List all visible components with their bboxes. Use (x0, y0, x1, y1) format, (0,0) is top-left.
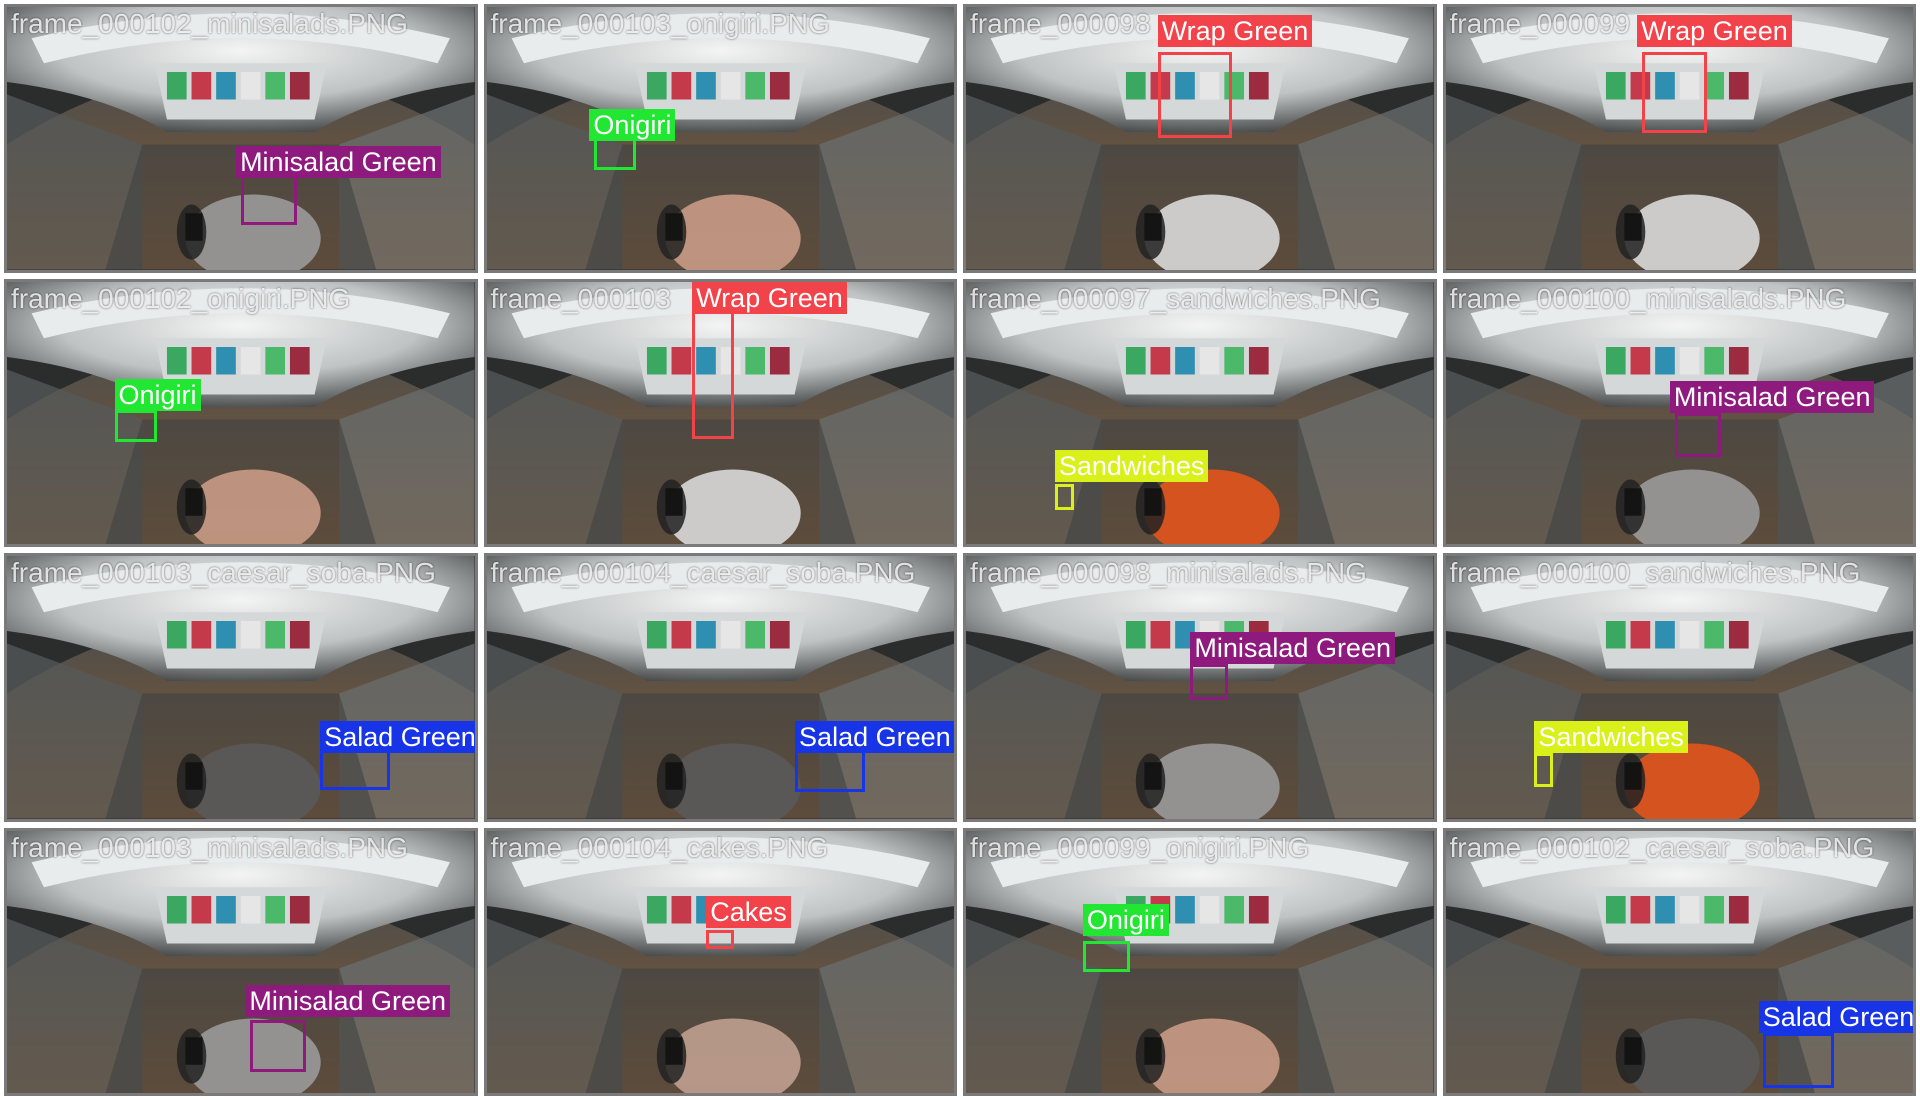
frame-filename: frame_000103 (490, 282, 672, 314)
detection-label-sandwiches: Sandwiches (1534, 721, 1688, 754)
image-tile-2: frame_000103_onigiri.PNG Onigiri (483, 4, 957, 273)
detection-label-salad-green: Salad Green (1758, 1001, 1914, 1034)
image-tile-16: frame_000102_caesar_soba.PNG Salad Green (1442, 827, 1916, 1096)
image-tile-14: frame_000104_cakes.PNG Cakes (483, 827, 957, 1096)
detection-box-minisalad-green (250, 1019, 307, 1072)
frame-filename: frame_000098 (970, 8, 1151, 39)
frame-filename: frame_000100_sandwiches.PNG (1449, 557, 1861, 588)
detection-box-sandwiches (1534, 752, 1553, 787)
detection-label-salad-green: Salad Green (320, 721, 475, 754)
image-tile-4: frame_000099 Wrap Green (1442, 4, 1916, 273)
detection-box-onigiri (1082, 940, 1130, 973)
image-tile-11: frame_000098_minisalads.PNG Minisalad Gre… (963, 553, 1437, 822)
frame-filename: frame_000099_onigiri.PNG (970, 831, 1310, 863)
detection-label-minisalad-green: Minisalad Green (236, 146, 441, 179)
detection-label-wrap-green: Wrap Green (1637, 14, 1792, 47)
frame-filename: frame_000099 (1449, 8, 1631, 39)
detection-box-minisalad-green (240, 172, 297, 225)
frame-filename: frame_000104_caesar_soba.PNG (490, 557, 916, 588)
frame-filename: frame_000100_minisalads.PNG (1449, 282, 1847, 314)
detection-label-wrap-green: Wrap Green (1157, 14, 1313, 47)
detection-label-minisalad-green: Minisalad Green (1190, 632, 1395, 665)
detection-box-wrap-green (1157, 51, 1233, 139)
frame-filename: frame_000098_minisalads.PNG (970, 557, 1367, 588)
image-tile-15: frame_000099_onigiri.PNG Onigiri (963, 827, 1437, 1096)
image-tile-10: frame_000104_caesar_soba.PNG Salad Green (483, 553, 957, 822)
frame-filename: frame_000102_minisalads.PNG (11, 8, 408, 39)
detection-box-wrap-green (1641, 51, 1708, 133)
detection-label-onigiri: Onigiri (1082, 904, 1169, 936)
image-tile-13: frame_000103_minisalads.PNG Minisalad Gre… (4, 827, 478, 1096)
image-tile-5: frame_000102_onigiri.PNG Onigiri (4, 278, 478, 547)
frame-filename: frame_000103_onigiri.PNG (490, 8, 830, 39)
detection-box-minisalad-green (1190, 663, 1228, 701)
detection-label-wrap-green: Wrap Green (692, 281, 847, 314)
frame-filename: frame_000097_sandwiches.PNG (970, 282, 1381, 314)
detection-box-onigiri (594, 138, 637, 170)
detection-box-wrap-green (692, 307, 735, 439)
detection-label-onigiri: Onigiri (114, 378, 201, 411)
image-tile-12: frame_000100_sandwiches.PNG Sandwiches (1442, 553, 1916, 822)
detection-box-minisalad-green (1674, 412, 1722, 458)
frame-filename: frame_000102_onigiri.PNG (11, 282, 351, 314)
image-tile-6: frame_000103 Wrap Green (483, 278, 957, 547)
detection-label-sandwiches: Sandwiches (1054, 449, 1209, 482)
frame-filename: frame_000103_minisalads.PNG (11, 831, 408, 863)
detection-box-salad-green (1763, 1032, 1834, 1088)
detection-label-minisalad-green: Minisalad Green (245, 985, 451, 1018)
frame-filename: frame_000103_caesar_soba.PNG (11, 557, 436, 588)
detection-label-cakes: Cakes (706, 896, 791, 929)
detection-label-minisalad-green: Minisalad Green (1669, 381, 1875, 414)
image-tile-3: frame_000098 Wrap Green (963, 4, 1437, 273)
detection-label-salad-green: Salad Green (795, 721, 955, 754)
image-tile-1: frame_000102_minisalads.PNG Minisalad Gre… (4, 4, 478, 273)
frame-filename: frame_000104_cakes.PNG (490, 831, 829, 863)
image-tile-9: frame_000103_caesar_soba.PNG Salad Green (4, 553, 478, 822)
detection-label-onigiri: Onigiri (589, 109, 676, 142)
detection-box-sandwiches (1054, 483, 1074, 510)
image-tile-7: frame_000097_sandwiches.PNG Sandwiches (963, 278, 1437, 547)
image-tile-8: frame_000100_minisalads.PNG Minisalad Gre… (1442, 278, 1916, 547)
detection-box-cakes (706, 930, 735, 949)
frame-filename: frame_000102_caesar_soba.PNG (1449, 831, 1875, 863)
detection-box-onigiri (114, 410, 157, 442)
